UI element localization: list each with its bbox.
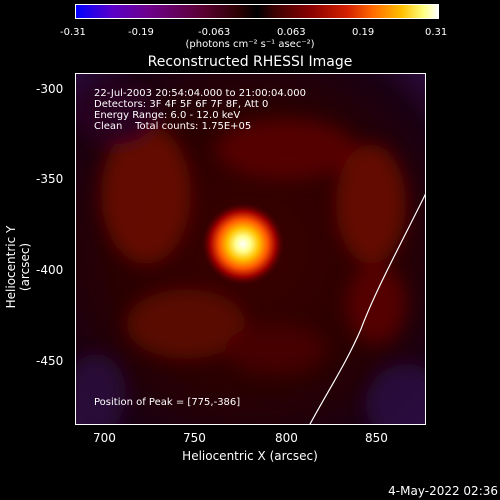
x-tick: 850: [365, 431, 388, 445]
plot-title: Reconstructed RHESSI Image: [147, 54, 353, 70]
y-tick: -300: [36, 82, 64, 96]
image-plot: [75, 73, 426, 425]
peak-position: Position of Peak = [775,-386]: [94, 397, 241, 408]
colorbar: [75, 4, 439, 19]
colorbar-tick: -0.063: [198, 27, 231, 38]
energy-range: Energy Range: 6.0 - 12.0 keV: [94, 110, 241, 121]
clean-counts: Clean Total counts: 1.75E+05: [94, 121, 252, 132]
x-tick: 750: [183, 431, 206, 445]
colorbar-tick: 0.063: [277, 27, 306, 38]
y-axis-label: Heliocentric Y (arcsec): [4, 225, 32, 309]
x-axis-label: Heliocentric X (arcsec): [182, 449, 318, 463]
timestamp: 4-May-2022 02:36: [388, 484, 498, 498]
y-tick: -350: [36, 172, 64, 186]
colorbar-tick: 0.31: [425, 27, 448, 38]
peak-source: [201, 202, 285, 286]
x-tick: 800: [275, 431, 298, 445]
colorbar-tick: 0.19: [352, 27, 375, 38]
limb-line: [309, 193, 425, 424]
colorbar-tick: -0.31: [60, 27, 86, 38]
time-range: 22-Jul-2003 20:54:04.000 to 21:00:04.000: [94, 88, 306, 99]
solar-image: [76, 74, 425, 424]
detectors-text: Detectors: 3F 4F 5F 6F 7F 8F, Att 0: [94, 99, 269, 110]
y-tick: -450: [36, 354, 64, 368]
x-tick: 700: [93, 431, 116, 445]
y-tick: -400: [36, 263, 64, 277]
colorbar-units: (photons cm⁻² s⁻¹ asec⁻²): [185, 39, 315, 50]
colorbar-tick: -0.19: [128, 27, 154, 38]
